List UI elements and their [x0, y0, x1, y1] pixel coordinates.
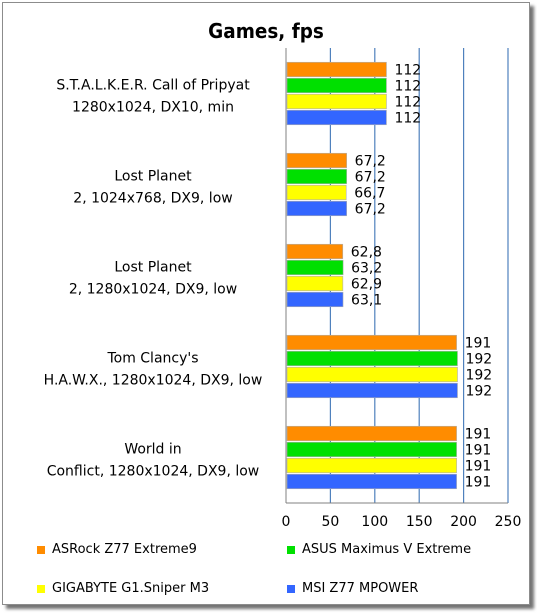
category-label: Conflict, 1280x1024, DX9, low: [47, 464, 260, 480]
bar-value-label: 62,8: [351, 245, 382, 261]
bar-value-label: 191: [465, 427, 492, 443]
bar-value-label: 112: [394, 95, 421, 111]
bar: [286, 441, 457, 458]
category-label: Tom Clancy's: [106, 351, 198, 367]
bar: [286, 109, 387, 126]
bar-value-label: 192: [465, 368, 492, 384]
bar-value-label: 191: [465, 459, 492, 475]
x-tick-label: 250: [495, 514, 522, 530]
bar-value-label: 112: [394, 63, 421, 79]
bar: [286, 168, 347, 185]
bar-value-label: 66,7: [354, 186, 385, 202]
bar: [286, 457, 457, 474]
bar-value-label: 67,2: [355, 170, 386, 186]
x-tick-label: 100: [361, 514, 388, 530]
bar-value-label: 63,2: [351, 261, 382, 277]
bar: [286, 473, 457, 490]
bar: [286, 259, 344, 276]
bar: [286, 200, 347, 217]
legend-label: ASUS Maximus V Extreme: [302, 542, 472, 557]
x-tick-label: 200: [450, 514, 477, 530]
bar: [286, 275, 344, 292]
bar-value-label: 67,2: [355, 154, 386, 170]
bar: [286, 152, 347, 169]
legend-swatch: [37, 545, 45, 554]
legend-swatch: [287, 545, 295, 554]
category-label: 2, 1024x768, DX9, low: [73, 191, 232, 207]
bar: [286, 184, 347, 201]
bar-value-label: 192: [465, 384, 492, 400]
chart-frame: Games, fps 0 50 100 150 200 250 112 112 112 112 S.…: [2, 2, 530, 605]
category-label: 1280x1024, DX10, min: [72, 100, 234, 116]
legend-label: MSI Z77 MPOWER: [302, 581, 419, 596]
bar: [286, 243, 344, 260]
bar: [286, 61, 387, 78]
category-label: S.T.A.L.K.E.R. Call of Pripyat: [56, 78, 250, 94]
bar: [286, 77, 387, 94]
bar-value-label: 112: [394, 111, 421, 127]
bar-value-label: 191: [465, 475, 492, 491]
bar-value-label: 67,2: [355, 202, 386, 218]
bar-value-label: 112: [394, 79, 421, 95]
bar: [286, 366, 458, 383]
legend-item-gigabyte: GIGABYTE G1.Sniper M3: [37, 581, 209, 596]
x-tick-label: 50: [321, 514, 339, 530]
legend-item-asrock: ASRock Z77 Extreme9: [37, 542, 197, 557]
x-tick-label: 150: [406, 514, 433, 530]
bar: [286, 382, 458, 399]
category-label: World in: [124, 442, 181, 458]
x-tick-label: 0: [282, 514, 291, 530]
legend-item-msi: MSI Z77 MPOWER: [287, 581, 418, 596]
category-label: Lost Planet: [114, 260, 192, 276]
category-label: Lost Planet: [114, 169, 192, 185]
legend-swatch: [287, 584, 295, 593]
chart-title: Games, fps: [208, 19, 324, 43]
legend-label: ASRock Z77 Extreme9: [52, 542, 197, 557]
legend-swatch: [37, 584, 45, 593]
legend-label: GIGABYTE G1.Sniper M3: [52, 581, 210, 596]
bar-value-label: 62,9: [351, 277, 382, 293]
legend-item-asus: ASUS Maximus V Extreme: [287, 542, 471, 557]
bar-chart: 0 50 100 150 200 250112112112112S.T.A.L.K.E.R…: [44, 48, 522, 530]
bar: [286, 334, 457, 351]
bar-value-label: 63,1: [351, 293, 382, 309]
category-label: H.A.W.X., 1280x1024, DX9, low: [44, 373, 263, 389]
bar-value-label: 191: [465, 443, 492, 459]
bar: [286, 291, 344, 308]
bar: [286, 425, 457, 442]
category-label: 2, 1280x1024, DX9, low: [69, 282, 237, 298]
bar: [286, 350, 458, 367]
bar: [286, 93, 387, 110]
bar-value-label: 192: [465, 352, 492, 368]
bar-value-label: 191: [465, 336, 492, 352]
